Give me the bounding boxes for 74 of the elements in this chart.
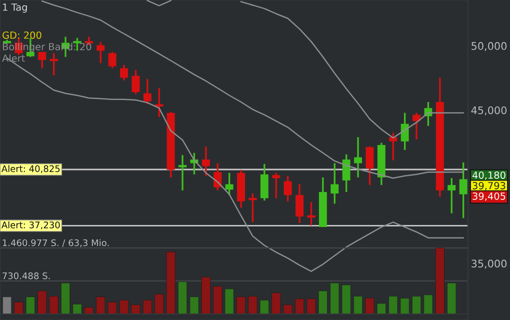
bar xyxy=(119,300,129,314)
bar xyxy=(201,276,211,314)
bar xyxy=(294,298,304,314)
candlestick xyxy=(448,177,456,214)
candlestick xyxy=(96,41,105,64)
bar xyxy=(166,252,176,314)
bar xyxy=(14,302,24,314)
bar xyxy=(2,296,12,314)
bar xyxy=(49,296,58,314)
bar xyxy=(131,304,140,314)
annotation: GD: 200 xyxy=(2,31,42,39)
bar xyxy=(60,282,70,314)
ref-line-label: 1.460.977 S. / 63,3 Mio. xyxy=(2,239,109,248)
bar xyxy=(178,281,188,314)
bar xyxy=(72,304,82,314)
bar xyxy=(283,304,292,314)
candlestick xyxy=(108,51,116,70)
candlestick xyxy=(260,163,268,202)
bar xyxy=(84,307,94,314)
bar xyxy=(435,248,445,314)
bar xyxy=(142,300,152,314)
bar xyxy=(388,296,398,314)
bar xyxy=(365,298,374,314)
bar xyxy=(38,290,47,314)
ref-line-label: Alert: 37,230 xyxy=(1,221,60,230)
candlestick xyxy=(342,154,350,193)
text: 39,405 xyxy=(472,192,506,201)
candlestick xyxy=(400,112,409,151)
candlestick xyxy=(214,162,222,192)
candlestick xyxy=(225,172,234,196)
bar xyxy=(318,290,328,314)
y-tick-label: 35,000 xyxy=(472,260,507,269)
annotation: Alert xyxy=(2,54,25,62)
text: 40,180 xyxy=(472,171,506,180)
bar xyxy=(190,296,199,314)
bar xyxy=(272,292,281,314)
bar xyxy=(376,303,386,314)
candlestick xyxy=(120,64,128,82)
bar xyxy=(447,282,456,314)
candlestick xyxy=(38,51,46,70)
bar xyxy=(412,296,422,314)
bar xyxy=(342,284,351,314)
bar xyxy=(248,296,258,314)
candlestick xyxy=(389,132,398,162)
bar xyxy=(108,302,117,314)
bar xyxy=(213,286,222,314)
bar xyxy=(353,296,363,314)
bar xyxy=(224,288,234,314)
annotation: 1 Tag xyxy=(3,4,27,13)
bar xyxy=(96,296,106,314)
candlestick xyxy=(272,172,280,200)
bar xyxy=(154,294,164,314)
bar xyxy=(306,298,316,314)
candlestick xyxy=(354,136,362,178)
candlestick xyxy=(366,146,374,186)
y-tick-label: 45,000 xyxy=(471,106,507,116)
bar xyxy=(400,298,410,314)
candlestick xyxy=(296,183,304,224)
candlestick xyxy=(330,162,339,205)
candlestick xyxy=(143,78,152,105)
y-tick-label: 50,000 xyxy=(472,42,507,51)
ref-line-label: 730.488 S. xyxy=(2,272,50,280)
bar xyxy=(26,296,36,314)
candlestick xyxy=(412,112,420,140)
candlestick xyxy=(132,69,140,95)
candlestick xyxy=(284,175,292,202)
bar xyxy=(260,300,270,314)
bar xyxy=(424,294,433,314)
ref-line-label: Alert: 40,825 xyxy=(1,165,60,174)
bar xyxy=(236,296,246,314)
text: 39,793 xyxy=(472,182,506,190)
bar xyxy=(330,282,340,314)
candlestick xyxy=(202,146,210,177)
candlestick xyxy=(459,162,468,219)
